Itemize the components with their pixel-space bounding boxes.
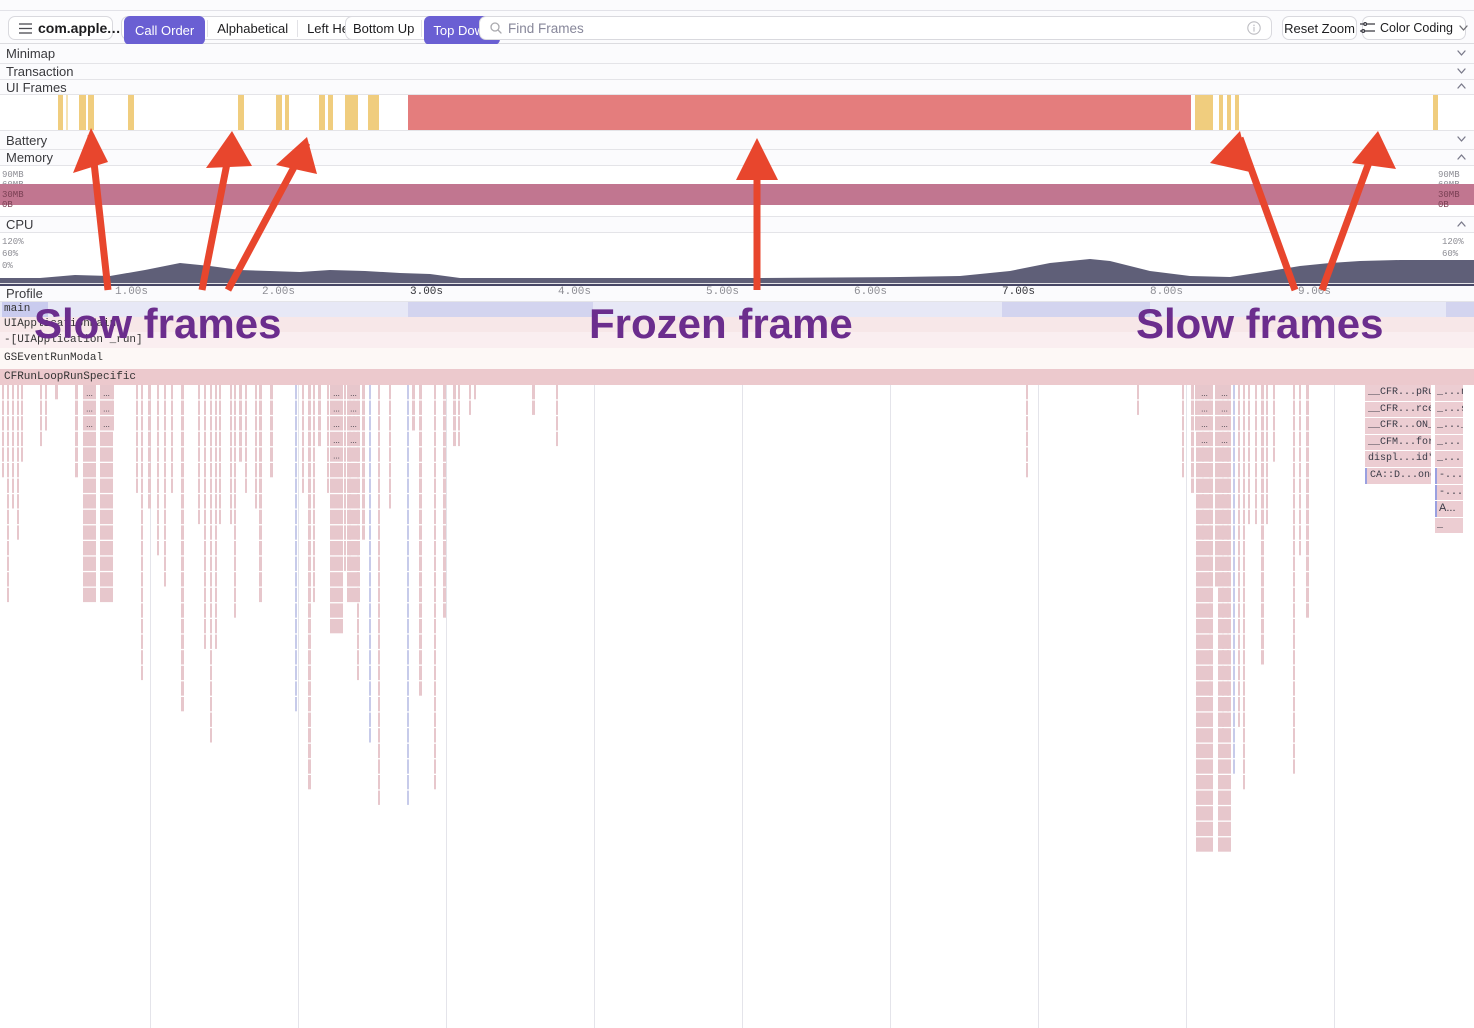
- svg-text:...: ...: [350, 405, 357, 414]
- svg-text:...: ...: [1201, 420, 1208, 429]
- svg-text:...: ...: [350, 389, 357, 398]
- svg-text:...: ...: [333, 420, 340, 429]
- svg-text:...: ...: [1221, 436, 1228, 445]
- svg-text:...: ...: [350, 436, 357, 445]
- svg-text:...: ...: [333, 436, 340, 445]
- svg-text:...: ...: [103, 405, 110, 414]
- svg-text:...: ...: [103, 420, 110, 429]
- svg-text:...: ...: [1221, 405, 1228, 414]
- svg-text:...: ...: [333, 405, 340, 414]
- svg-text:...: ...: [103, 389, 110, 398]
- svg-text:...: ...: [350, 420, 357, 429]
- svg-text:...: ...: [333, 451, 340, 460]
- svg-text:...: ...: [333, 389, 340, 398]
- svg-text:...: ...: [1221, 420, 1228, 429]
- svg-text:...: ...: [1201, 405, 1208, 414]
- svg-text:...: ...: [1201, 436, 1208, 445]
- svg-text:...: ...: [86, 405, 93, 414]
- svg-text:...: ...: [86, 389, 93, 398]
- svg-text:...: ...: [86, 420, 93, 429]
- svg-text:...: ...: [1221, 389, 1228, 398]
- svg-text:...: ...: [1201, 389, 1208, 398]
